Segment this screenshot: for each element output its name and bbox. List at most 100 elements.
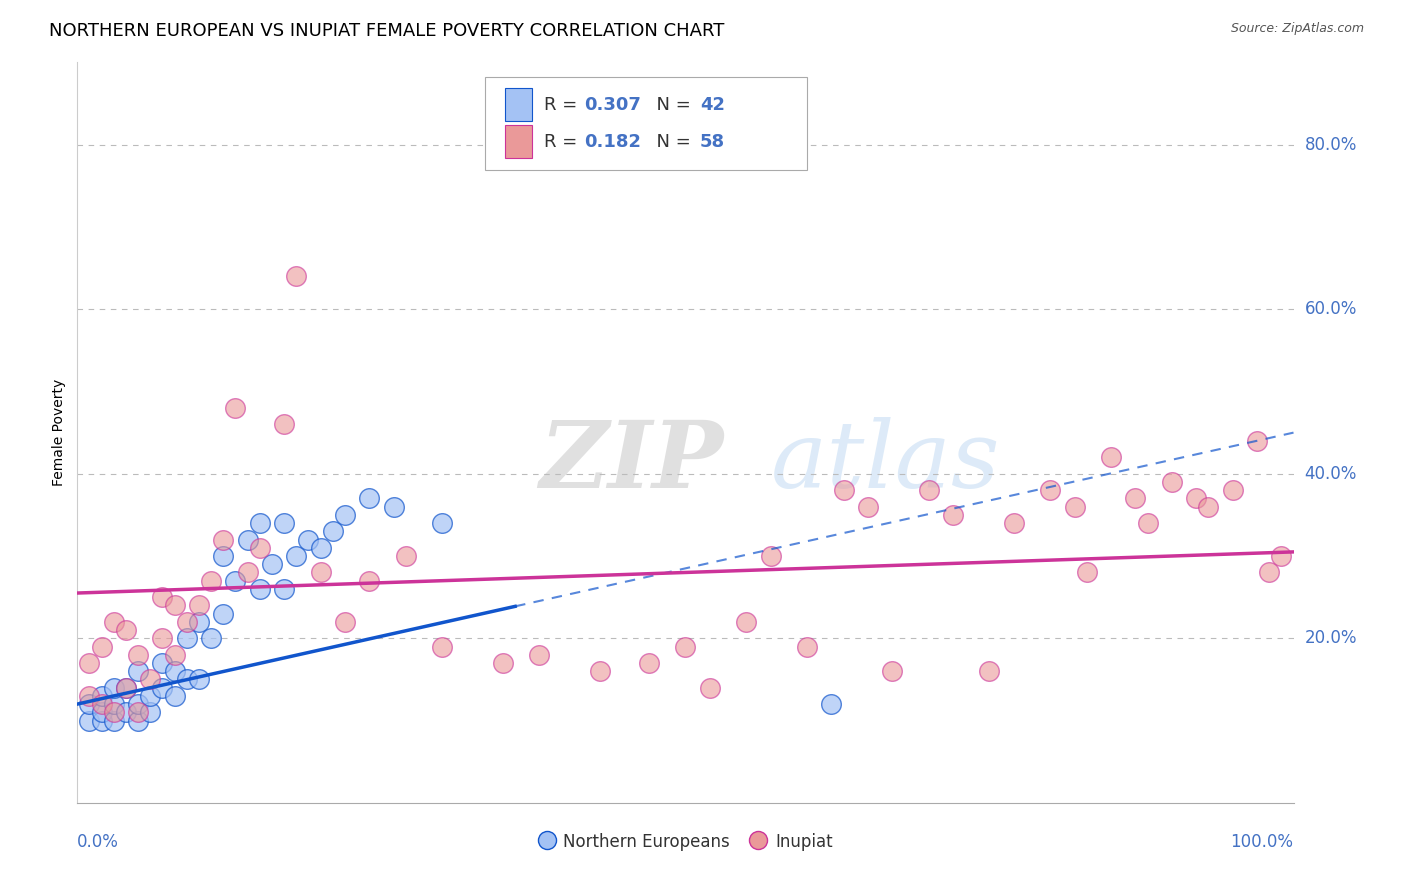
Point <box>297 533 319 547</box>
Point <box>1258 566 1281 580</box>
Point <box>1125 491 1147 506</box>
Point <box>127 706 149 720</box>
Point <box>856 500 879 514</box>
Point <box>1136 516 1159 530</box>
Point <box>918 483 941 498</box>
Point <box>430 640 453 654</box>
Point <box>115 706 138 720</box>
Point <box>188 615 211 629</box>
FancyBboxPatch shape <box>505 88 533 121</box>
Point <box>699 681 721 695</box>
Text: 58: 58 <box>700 133 725 151</box>
Point <box>832 483 855 498</box>
Point <box>90 689 112 703</box>
Text: 20.0%: 20.0% <box>1305 629 1357 648</box>
Text: 80.0%: 80.0% <box>1305 136 1357 153</box>
Point <box>115 681 138 695</box>
Point <box>382 500 405 514</box>
Legend: Northern Europeans, Inupiat: Northern Europeans, Inupiat <box>531 826 839 857</box>
Text: ZIP: ZIP <box>540 417 724 508</box>
Point <box>273 417 295 432</box>
Text: 100.0%: 100.0% <box>1230 833 1294 851</box>
Point <box>224 574 246 588</box>
Point <box>176 632 198 646</box>
Point <box>212 549 235 563</box>
Point <box>79 689 101 703</box>
Point <box>90 714 112 728</box>
Point <box>188 599 211 613</box>
Text: 40.0%: 40.0% <box>1305 465 1357 483</box>
Text: Source: ZipAtlas.com: Source: ZipAtlas.com <box>1230 22 1364 36</box>
Point <box>139 689 162 703</box>
Point <box>1099 450 1122 465</box>
Point <box>249 541 271 555</box>
Point <box>333 615 356 629</box>
Point <box>163 689 186 703</box>
Point <box>273 516 295 530</box>
Point <box>979 664 1001 678</box>
Point <box>260 558 283 572</box>
Point <box>115 623 138 637</box>
Point <box>90 706 112 720</box>
Point <box>200 574 222 588</box>
Point <box>103 697 125 711</box>
Point <box>224 401 246 415</box>
Point <box>139 706 162 720</box>
Point <box>309 541 332 555</box>
Point <box>638 656 661 670</box>
Point <box>1270 549 1292 563</box>
Point <box>200 632 222 646</box>
Text: 0.307: 0.307 <box>585 95 641 113</box>
Point <box>529 648 551 662</box>
Text: 42: 42 <box>700 95 725 113</box>
Point <box>1222 483 1244 498</box>
Point <box>1039 483 1062 498</box>
Point <box>127 714 149 728</box>
Point <box>395 549 418 563</box>
Point <box>90 640 112 654</box>
Point <box>359 574 381 588</box>
Point <box>163 599 186 613</box>
Point <box>139 673 162 687</box>
Point <box>103 681 125 695</box>
Text: N =: N = <box>645 133 697 151</box>
Point <box>1246 434 1268 448</box>
Point <box>1185 491 1208 506</box>
Point <box>759 549 782 563</box>
Point <box>249 516 271 530</box>
Point <box>212 533 235 547</box>
Point <box>79 714 101 728</box>
Point <box>236 566 259 580</box>
Point <box>1063 500 1085 514</box>
Point <box>820 697 842 711</box>
Text: 60.0%: 60.0% <box>1305 301 1357 318</box>
Point <box>1197 500 1219 514</box>
Text: R =: R = <box>544 133 583 151</box>
Point <box>103 706 125 720</box>
Point <box>115 681 138 695</box>
Point <box>163 664 186 678</box>
Point <box>103 714 125 728</box>
Point <box>249 582 271 596</box>
Point <box>1161 475 1184 489</box>
Point <box>1002 516 1025 530</box>
Point <box>285 269 308 284</box>
Point <box>188 673 211 687</box>
Point <box>796 640 818 654</box>
Text: atlas: atlas <box>770 417 1000 508</box>
Point <box>176 673 198 687</box>
Point <box>492 656 515 670</box>
Point <box>589 664 612 678</box>
Point <box>1076 566 1098 580</box>
Point <box>430 516 453 530</box>
Point <box>212 607 235 621</box>
Point <box>882 664 904 678</box>
Point <box>90 697 112 711</box>
Text: 0.182: 0.182 <box>585 133 641 151</box>
Point <box>152 590 174 604</box>
Point <box>79 697 101 711</box>
Point <box>309 566 332 580</box>
Point <box>103 615 125 629</box>
Point <box>79 656 101 670</box>
FancyBboxPatch shape <box>505 125 533 158</box>
